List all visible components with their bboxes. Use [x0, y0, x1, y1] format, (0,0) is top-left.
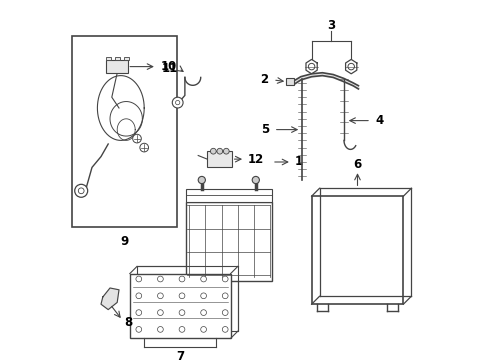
- Bar: [115, 57, 120, 60]
- Circle shape: [222, 276, 228, 282]
- Circle shape: [175, 100, 180, 105]
- Circle shape: [201, 310, 206, 315]
- Circle shape: [157, 276, 163, 282]
- Bar: [130, 274, 231, 338]
- Bar: [106, 60, 128, 73]
- Circle shape: [201, 293, 206, 299]
- Text: 6: 6: [353, 158, 362, 171]
- Text: 4: 4: [375, 114, 384, 127]
- Text: 7: 7: [176, 350, 184, 360]
- Circle shape: [222, 327, 228, 332]
- Text: 2: 2: [260, 73, 269, 86]
- Circle shape: [78, 188, 84, 194]
- Text: 3: 3: [327, 19, 336, 32]
- Circle shape: [136, 276, 142, 282]
- Circle shape: [222, 310, 228, 315]
- Text: 8: 8: [124, 316, 133, 329]
- Circle shape: [179, 276, 185, 282]
- Text: 1: 1: [294, 156, 303, 168]
- Bar: [312, 196, 403, 304]
- Circle shape: [136, 310, 142, 315]
- Circle shape: [252, 176, 259, 184]
- Circle shape: [133, 134, 141, 143]
- Circle shape: [136, 327, 142, 332]
- Text: 9: 9: [120, 235, 128, 248]
- Bar: [207, 151, 232, 167]
- Circle shape: [172, 97, 183, 108]
- Circle shape: [210, 148, 216, 154]
- Circle shape: [217, 148, 222, 154]
- Text: 12: 12: [248, 153, 264, 166]
- Circle shape: [222, 293, 228, 299]
- Bar: [137, 266, 238, 331]
- Circle shape: [179, 310, 185, 315]
- Circle shape: [179, 293, 185, 299]
- Circle shape: [348, 63, 354, 70]
- Circle shape: [157, 327, 163, 332]
- Circle shape: [201, 276, 206, 282]
- Bar: [286, 78, 294, 85]
- Text: 11: 11: [162, 62, 178, 75]
- Polygon shape: [101, 288, 119, 310]
- Bar: [123, 57, 129, 60]
- Circle shape: [179, 327, 185, 332]
- Circle shape: [136, 293, 142, 299]
- Bar: [186, 202, 272, 281]
- Circle shape: [74, 184, 88, 197]
- Circle shape: [223, 148, 229, 154]
- Bar: [186, 189, 272, 202]
- Text: 5: 5: [261, 123, 269, 136]
- Bar: [106, 57, 111, 60]
- Circle shape: [140, 143, 148, 152]
- Circle shape: [198, 176, 205, 184]
- Circle shape: [201, 327, 206, 332]
- Bar: [72, 36, 176, 227]
- Circle shape: [157, 310, 163, 315]
- Circle shape: [308, 63, 315, 70]
- Circle shape: [157, 293, 163, 299]
- Text: 10: 10: [160, 60, 177, 73]
